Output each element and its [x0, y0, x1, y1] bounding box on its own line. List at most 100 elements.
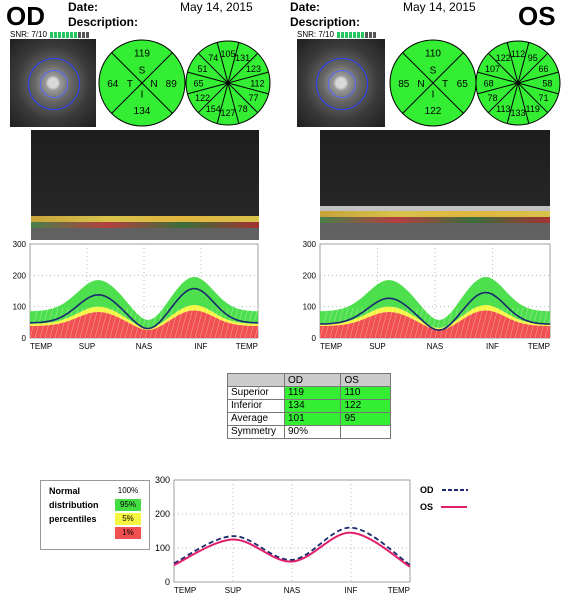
legend-p1: 1% — [115, 527, 141, 539]
od-snr-text: SNR: 7/10 — [10, 30, 47, 39]
combined-x-tick: TEMP — [174, 586, 196, 595]
os-fundus-image — [297, 39, 385, 127]
row-os-value: 95 — [340, 412, 391, 426]
row-label: Symmetry — [227, 425, 285, 439]
od-date-label: Date: — [68, 0, 99, 14]
table-row: Average 101 95 — [227, 412, 391, 426]
od-quadrant-S-value: 119 — [134, 48, 150, 59]
od-eye-label: OD — [6, 1, 45, 31]
table-row: Superior 119 110 — [227, 386, 391, 400]
od-clock-value: 127 — [220, 108, 235, 118]
od-description-label: Description: — [68, 15, 139, 29]
os-date-label: Date: — [290, 0, 321, 14]
od-quadrant-I-value: 134 — [134, 106, 151, 117]
table-row: Inferior 134 122 — [227, 399, 391, 413]
od-quadrant-T-value: 64 — [107, 79, 119, 90]
os-snr-text: SNR: 7/10 — [297, 30, 334, 39]
od-scan-circle — [28, 58, 80, 110]
os-quadrant-dial: 110 122 85 65 S IN T — [389, 39, 477, 127]
os-snr: SNR: 7/10 — [297, 30, 376, 39]
os-clock-value: 66 — [538, 64, 548, 74]
os-x-tick: INF — [486, 342, 499, 351]
od-fundus-image — [10, 39, 96, 127]
os-y-tick: 200 — [303, 271, 317, 280]
table-header-row: OD OS — [227, 373, 391, 387]
od-clock-value: 122 — [195, 93, 210, 103]
legend-text-distribution: distribution — [49, 500, 99, 510]
od-x-tick: TEMP — [30, 342, 52, 351]
od-quadrant-T-letter: T — [127, 79, 133, 90]
combined-x-tick: NAS — [284, 586, 300, 595]
os-quadrant-N-letter: N — [417, 79, 424, 90]
os-clock-value: 107 — [485, 64, 500, 74]
row-od-value: 119 — [283, 386, 342, 400]
os-quadrant-T-letter: T — [442, 79, 448, 90]
combined-y-tick: 200 — [155, 509, 170, 519]
os-x-tick: TEMP — [320, 342, 342, 351]
os-borderline-band — [320, 305, 550, 330]
od-quadrant-I-letter: I — [141, 90, 144, 101]
os-quadrant-S-letter: S — [430, 66, 437, 77]
os-snr-bars — [336, 31, 376, 38]
percentile-legend: Normal distribution percentiles 100% 95%… — [40, 480, 150, 550]
legend-p100: 100% — [117, 486, 139, 495]
table-header-os: OS — [340, 373, 391, 387]
od-y-tick: 0 — [22, 334, 27, 343]
od-line-swatch — [441, 489, 468, 491]
row-od-value: 90% — [283, 425, 342, 439]
od-quadrant-dial: 119 134 64 89 S IT N — [98, 39, 186, 127]
combined-y-tick: 300 — [155, 475, 170, 485]
os-quadrant-S-value: 110 — [425, 48, 441, 59]
os-clock-value: 113 — [496, 104, 510, 114]
os-clock-value: 119 — [526, 104, 540, 114]
od-clock-value: 131 — [235, 53, 250, 63]
od-quadrant-N-value: 89 — [166, 79, 178, 90]
table-header-blank — [227, 373, 285, 387]
os-eye-label: OS — [518, 1, 556, 31]
os-clock-value: 78 — [488, 93, 498, 103]
os-oct-bscan — [320, 130, 550, 240]
os-x-tick: SUP — [369, 342, 385, 351]
os-scan-circle — [316, 58, 368, 110]
os-rnfl-thickness-line — [319, 291, 551, 331]
od-snr: SNR: 7/10 — [10, 30, 89, 39]
od-date-value: May 14, 2015 — [180, 0, 253, 14]
os-clock-value: 71 — [538, 93, 548, 103]
combined-series-od — [173, 526, 411, 566]
combined-series-os — [173, 531, 411, 568]
combined-legend-os: OS — [420, 502, 468, 512]
os-y-tick: 100 — [303, 303, 317, 312]
os-clock-value: 112 — [511, 49, 525, 59]
combined-x-tick: INF — [345, 586, 358, 595]
os-normal-band — [320, 277, 550, 328]
od-x-tick: SUP — [79, 342, 95, 351]
od-clock-value: 105 — [220, 49, 235, 59]
os-x-tick: NAS — [427, 342, 443, 351]
os-clock-value: 133 — [510, 108, 525, 118]
combined-y-tick: 100 — [155, 543, 170, 553]
os-quadrant-I-value: 122 — [425, 106, 442, 117]
os-below-normal-band — [320, 310, 550, 338]
os-y-tick: 300 — [303, 240, 317, 249]
os-quadrant-N-value: 85 — [398, 79, 410, 90]
combined-x-tick: TEMP — [388, 586, 410, 595]
os-quadrant-I-letter: I — [432, 90, 435, 101]
os-disc-circle — [328, 70, 356, 98]
row-os-value — [340, 425, 391, 439]
od-clock-value: 123 — [246, 64, 261, 74]
od-clock-value: 78 — [238, 104, 248, 114]
row-label: Inferior — [227, 399, 285, 413]
legend-p5: 5% — [115, 513, 141, 525]
os-clock-value: 95 — [528, 53, 538, 63]
os-y-tick: 0 — [312, 334, 317, 343]
table-header-od: OD — [283, 373, 342, 387]
os-x-tick: TEMP — [528, 342, 550, 351]
os-date-value: May 14, 2015 — [403, 0, 476, 14]
combined-y-tick: 0 — [165, 577, 170, 587]
od-snr-bars — [49, 31, 89, 38]
combined-tsnit-chart: 300 200 100 0 TEMP SUP NAS INF TEMP — [155, 475, 411, 595]
